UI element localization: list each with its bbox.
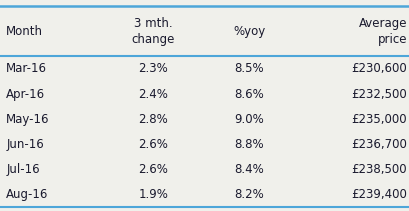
Text: £230,600: £230,600 [351,62,407,76]
Text: 2.3%: 2.3% [139,62,168,76]
Text: £238,500: £238,500 [351,163,407,176]
Text: %yoy: %yoy [234,25,265,38]
Text: 8.4%: 8.4% [235,163,264,176]
Text: Jul-16: Jul-16 [6,163,40,176]
Text: Month: Month [6,25,43,38]
Text: 1.9%: 1.9% [138,188,169,201]
Text: Apr-16: Apr-16 [6,88,45,100]
Text: £232,500: £232,500 [351,88,407,100]
Text: 3 mth.
change: 3 mth. change [132,17,175,46]
Text: £235,000: £235,000 [351,113,407,126]
Text: 8.2%: 8.2% [235,188,264,201]
Text: 9.0%: 9.0% [235,113,264,126]
Text: 8.6%: 8.6% [235,88,264,100]
Text: £236,700: £236,700 [351,138,407,151]
Text: 2.6%: 2.6% [138,138,169,151]
Text: 8.8%: 8.8% [235,138,264,151]
Text: Average
price: Average price [358,17,407,46]
Text: 2.8%: 2.8% [139,113,168,126]
Text: May-16: May-16 [6,113,49,126]
Text: 2.6%: 2.6% [138,163,169,176]
Text: 8.5%: 8.5% [235,62,264,76]
Text: 2.4%: 2.4% [138,88,169,100]
Text: Mar-16: Mar-16 [6,62,47,76]
Text: £239,400: £239,400 [351,188,407,201]
Text: Aug-16: Aug-16 [6,188,49,201]
Text: Jun-16: Jun-16 [6,138,44,151]
